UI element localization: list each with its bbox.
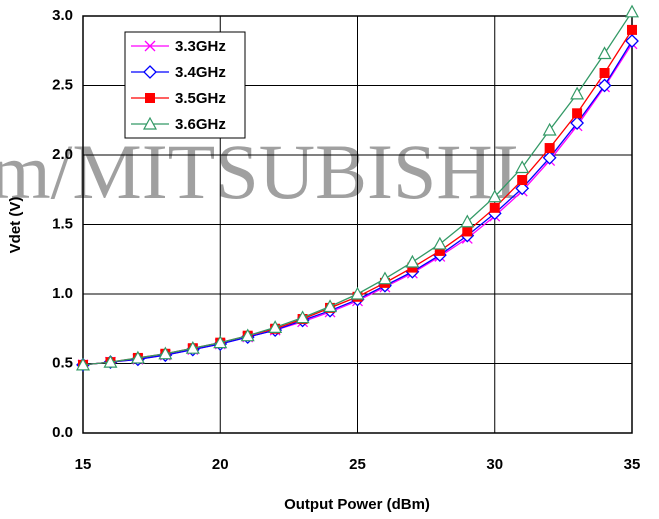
- marker: [599, 67, 610, 78]
- marker: [624, 4, 640, 18]
- marker: [213, 335, 228, 349]
- marker: [515, 181, 530, 196]
- marker: [627, 24, 637, 35]
- marker: [625, 34, 639, 48]
- y-tick-label: 1.5: [52, 215, 73, 232]
- marker: [489, 202, 500, 213]
- y-tick-label: 2.5: [52, 76, 73, 93]
- marker: [405, 254, 420, 268]
- marker: [597, 46, 612, 60]
- marker: [323, 299, 338, 313]
- legend-label: 3.5GHz: [175, 90, 226, 107]
- marker: [517, 175, 528, 186]
- legend-box: [124, 31, 246, 139]
- y-tick-label: 1.0: [52, 285, 73, 302]
- marker: [570, 116, 585, 130]
- marker: [544, 143, 555, 154]
- x-axis-label: Output Power (dBm): [284, 496, 430, 513]
- watermark: m/MITSUBISHI: [0, 128, 519, 215]
- marker: [462, 226, 473, 237]
- y-tick-label: 3.0: [52, 7, 73, 24]
- marker: [597, 78, 612, 93]
- x-tick-label: 35: [624, 456, 641, 473]
- marker: [350, 286, 365, 300]
- marker: [143, 65, 157, 79]
- marker: [158, 346, 173, 360]
- marker: [460, 214, 475, 228]
- marker: [434, 245, 445, 256]
- marker: [572, 108, 583, 119]
- y-tick-label: 0.5: [52, 354, 73, 371]
- plot-frame: [82, 15, 633, 434]
- x-tick-label: 15: [75, 456, 92, 473]
- x-tick-label: 20: [212, 456, 229, 473]
- marker: [432, 236, 447, 250]
- legend-label: 3.4GHz: [175, 64, 226, 81]
- marker: [515, 160, 530, 174]
- y-tick-label: 2.0: [52, 146, 73, 163]
- marker: [570, 86, 585, 100]
- marker: [542, 122, 557, 136]
- marker: [130, 350, 145, 364]
- y-tick-label: 0.0: [52, 424, 73, 441]
- legend-label: 3.3GHz: [175, 38, 226, 55]
- marker: [75, 357, 91, 371]
- y-axis-label: Vdet (V): [7, 197, 24, 254]
- legend-label: 3.6GHz: [175, 116, 226, 133]
- marker: [144, 40, 156, 52]
- marker: [487, 189, 502, 203]
- marker: [185, 340, 200, 354]
- marker: [295, 310, 310, 324]
- x-tick-label: 25: [349, 456, 366, 473]
- marker: [542, 150, 557, 165]
- marker: [268, 320, 283, 333]
- marker: [103, 354, 118, 368]
- x-tick-label: 30: [486, 456, 503, 473]
- marker: [240, 328, 255, 342]
- marker: [142, 116, 158, 130]
- marker: [377, 271, 392, 285]
- marker: [145, 93, 155, 103]
